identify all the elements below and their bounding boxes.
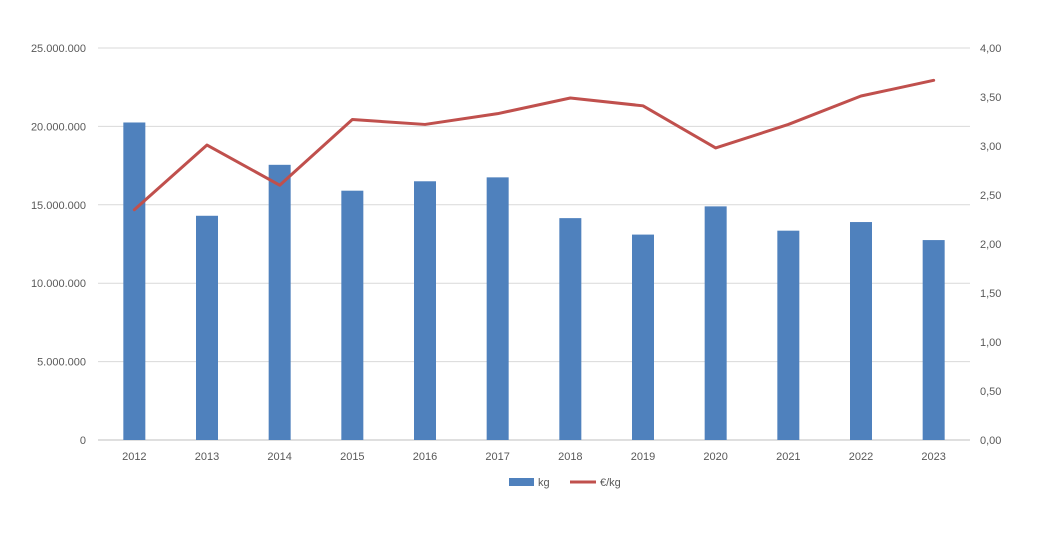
bar-kg-2020 bbox=[705, 206, 727, 440]
y-right-tick-label: 4,00 bbox=[980, 43, 1001, 55]
y-right-tick-label: 2,50 bbox=[980, 190, 1001, 202]
y-right-tick-label: 3,00 bbox=[980, 141, 1001, 153]
bar-kg-2021 bbox=[777, 231, 799, 440]
x-tick-label: 2019 bbox=[631, 451, 655, 463]
bar-kg-2018 bbox=[559, 218, 581, 440]
x-tick-label: 2018 bbox=[558, 451, 582, 463]
y-right-tick-label: 0,00 bbox=[980, 435, 1001, 447]
x-tick-label: 2014 bbox=[267, 451, 291, 463]
legend-label-kg: kg bbox=[538, 477, 550, 489]
x-tick-label: 2022 bbox=[849, 451, 873, 463]
x-tick-label: 2020 bbox=[703, 451, 727, 463]
y-right-tick-label: 3,50 bbox=[980, 92, 1001, 104]
legend-swatch-kg bbox=[509, 478, 534, 486]
x-tick-label: 2013 bbox=[195, 451, 219, 463]
y-left-tick-label: 10.000.000 bbox=[31, 278, 86, 290]
x-tick-label: 2012 bbox=[122, 451, 146, 463]
x-tick-label: 2016 bbox=[413, 451, 437, 463]
legend-label-eur-per-kg: €/kg bbox=[600, 477, 621, 489]
y-right-tick-label: 0,50 bbox=[980, 386, 1001, 398]
y-left-tick-label: 25.000.000 bbox=[31, 43, 86, 55]
bar-kg-2023 bbox=[923, 240, 945, 440]
y-right-tick-label: 1,50 bbox=[980, 288, 1001, 300]
bar-kg-2017 bbox=[487, 177, 509, 440]
line-series-eur-per-kg bbox=[134, 80, 933, 209]
x-tick-label: 2017 bbox=[485, 451, 509, 463]
x-tick-label: 2021 bbox=[776, 451, 800, 463]
y-left-tick-label: 5.000.000 bbox=[37, 357, 86, 369]
x-tick-label: 2015 bbox=[340, 451, 364, 463]
bar-kg-2019 bbox=[632, 235, 654, 440]
bar-kg-2016 bbox=[414, 181, 436, 440]
y-left-tick-label: 0 bbox=[80, 435, 86, 447]
y-right-tick-label: 2,00 bbox=[980, 239, 1001, 251]
y-left-tick-label: 15.000.000 bbox=[31, 200, 86, 212]
x-tick-label: 2023 bbox=[921, 451, 945, 463]
bar-kg-2013 bbox=[196, 216, 218, 440]
y-left-tick-label: 20.000.000 bbox=[31, 121, 86, 133]
y-right-tick-label: 1,00 bbox=[980, 337, 1001, 349]
bar-kg-2012 bbox=[123, 122, 145, 440]
bar-kg-2022 bbox=[850, 222, 872, 440]
bar-kg-2014 bbox=[269, 165, 291, 440]
bar-kg-2015 bbox=[341, 191, 363, 440]
